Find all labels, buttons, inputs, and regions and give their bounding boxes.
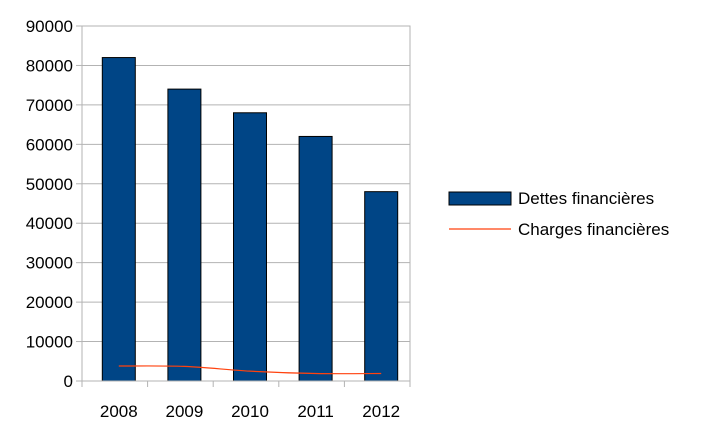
x-tick-label: 2010 (231, 402, 269, 421)
y-tick-label: 90000 (26, 17, 73, 36)
y-tick-label: 80000 (26, 56, 73, 75)
legend-label-bars: Dettes financières (518, 189, 654, 208)
bar (298, 135, 333, 382)
x-tick-label: 2011 (297, 402, 334, 421)
line-series-path (118, 365, 382, 375)
x-tick-label: 2008 (100, 402, 138, 421)
bar (167, 88, 202, 382)
axes (81, 25, 411, 382)
x-axis-tick-labels: 2008 2009 2010 2011 2012 (100, 402, 400, 421)
line-series (118, 365, 382, 375)
x-tick-label: 2009 (165, 402, 203, 421)
y-axis-tick-labels: 0 10000 20000 30000 40000 50000 60000 70000 8000… (26, 17, 73, 391)
y-tick-label: 10000 (26, 333, 73, 352)
legend-swatch-bars (448, 191, 512, 206)
legend: Dettes financières Charges financières (448, 189, 669, 239)
y-tick-label: 60000 (26, 135, 73, 154)
x-tick-label: 2012 (362, 402, 400, 421)
y-tick-label: 50000 (26, 175, 73, 194)
y-tick-label: 70000 (26, 96, 73, 115)
bar (364, 191, 399, 382)
y-tick-label: 20000 (26, 293, 73, 312)
bar-series (101, 57, 399, 382)
y-tick-label: 40000 (26, 214, 73, 233)
legend-label-line: Charges financières (518, 220, 669, 239)
y-tick-label: 0 (64, 372, 73, 391)
plot-frame (81, 25, 411, 382)
bar (101, 57, 136, 382)
y-tick-label: 30000 (26, 254, 73, 273)
bar (233, 112, 267, 382)
